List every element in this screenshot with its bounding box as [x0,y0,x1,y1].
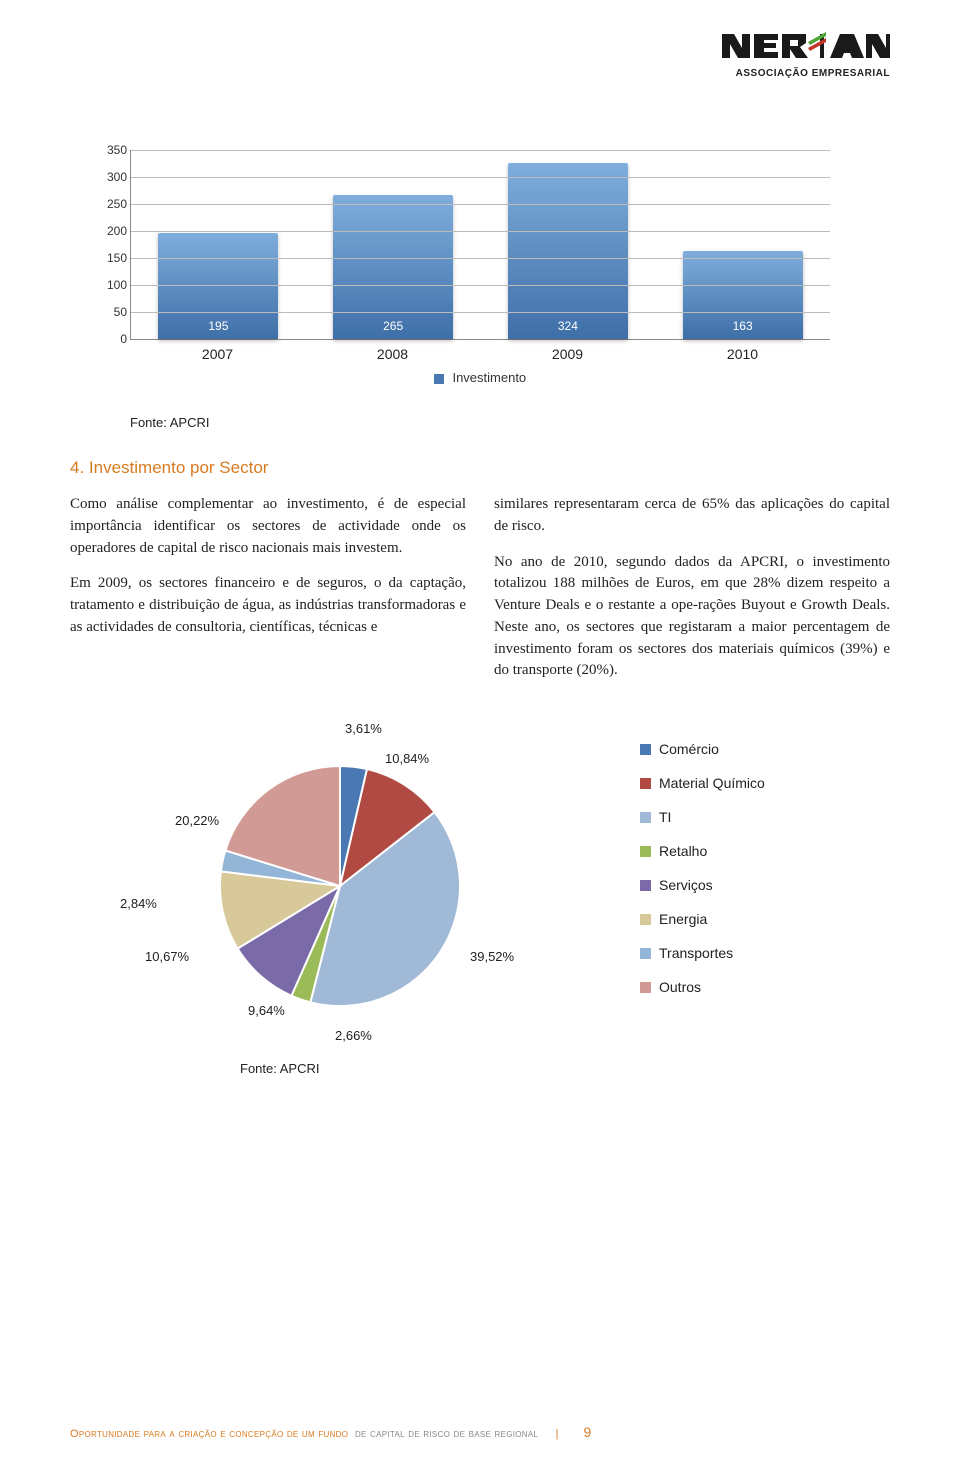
legend-label: Energia [659,911,707,927]
bar-chart-legend: Investimento [130,370,830,385]
bar-value-label: 265 [333,319,453,333]
legend-label: Retalho [659,843,707,859]
y-axis-tick: 50 [91,305,127,319]
bar: 163 [683,251,803,339]
legend-label: Serviços [659,877,713,893]
gridline [131,258,830,259]
pie-chart-legend: Comércio Material Químico TI Retalho Serviço… [640,741,765,1013]
gridline [131,231,830,232]
legend-label: Comércio [659,741,719,757]
pie-legend-item: Material Químico [640,775,765,791]
pie-slice-label: 2,66% [335,1028,372,1043]
legend-swatch-icon [434,374,444,384]
pie-slice-label: 10,84% [385,751,429,766]
y-axis-tick: 250 [91,197,127,211]
pie-slice-label: 39,52% [470,949,514,964]
legend-label: TI [659,809,671,825]
nersant-logo-icon [720,28,890,66]
bar-value-label: 324 [508,319,628,333]
body-paragraph: similares representaram cerca de 65% das… [494,494,890,538]
pie-legend-item: Transportes [640,945,765,961]
body-paragraph: Como análise complementar ao investiment… [70,494,466,559]
sector-pie-chart: 3,61%10,84% 39,52% 2,66% 9,64% 10,67% 2,84% 20… [70,721,890,1051]
pie-legend-item: Retalho [640,843,765,859]
pie-slice-label: 20,22% [175,813,219,828]
pie-legend-item: Energia [640,911,765,927]
y-axis-tick: 350 [91,143,127,157]
pie-legend-item: Comércio [640,741,765,757]
legend-label: Transportes [659,945,733,961]
legend-swatch-icon [640,948,651,959]
pie-chart-source: Fonte: APCRI [240,1061,890,1076]
pie-legend-item: TI [640,809,765,825]
body-column-right: similares representaram cerca de 65% das… [494,494,890,696]
pie-legend-item: Serviços [640,877,765,893]
logo-subtitle: ASSOCIAÇÃO EMPRESARIAL [720,68,890,79]
x-axis-label: 2008 [333,346,453,362]
footer-title-a: Oportunidade para a criação e concepção … [70,1428,348,1440]
bar-value-label: 163 [683,319,803,333]
legend-swatch-icon [640,744,651,755]
legend-swatch-icon [640,778,651,789]
pie-chart-svg [130,721,590,1051]
legend-swatch-icon [640,982,651,993]
body-paragraph: No ano de 2010, segundo dados da APCRI, … [494,552,890,683]
gridline [131,312,830,313]
y-axis-tick: 200 [91,224,127,238]
page-footer: Oportunidade para a criação e concepção … [70,1424,890,1440]
gridline [131,177,830,178]
pie-legend-item: Outros [640,979,765,995]
body-columns: Como análise complementar ao investiment… [70,494,890,696]
body-paragraph: Em 2009, os sectores financeiro e de seg… [70,573,466,638]
bar-value-label: 195 [158,319,278,333]
footer-title-b: de capital de risco de base regional [355,1428,538,1440]
brand-logo: ASSOCIAÇÃO EMPRESARIAL [720,28,890,79]
legend-label: Investimento [452,370,526,385]
x-axis-label: 2009 [508,346,628,362]
pie-slice-label: 9,64% [248,1003,285,1018]
body-column-left: Como análise complementar ao investiment… [70,494,466,696]
gridline [131,150,830,151]
bar-chart-source: Fonte: APCRI [130,415,890,430]
y-axis-tick: 0 [91,332,127,346]
y-axis-tick: 100 [91,278,127,292]
y-axis-tick: 300 [91,170,127,184]
pie-slice-label: 10,67% [145,949,189,964]
page-number: 9 [584,1424,592,1440]
legend-swatch-icon [640,812,651,823]
x-axis-label: 2010 [683,346,803,362]
legend-label: Outros [659,979,701,995]
legend-swatch-icon [640,880,651,891]
section-heading: 4. Investimento por Sector [70,458,890,478]
investment-bar-chart: 350300250200150100500 195265324163 20072… [130,150,830,385]
legend-swatch-icon [640,846,651,857]
legend-label: Material Químico [659,775,765,791]
bar: 195 [158,233,278,339]
legend-swatch-icon [640,914,651,925]
y-axis-tick: 150 [91,251,127,265]
bar: 265 [333,195,453,339]
pie-slice-label: 3,61% [345,721,382,736]
gridline [131,204,830,205]
gridline [131,285,830,286]
pie-slice-label: 2,84% [120,896,157,911]
x-axis-label: 2007 [158,346,278,362]
